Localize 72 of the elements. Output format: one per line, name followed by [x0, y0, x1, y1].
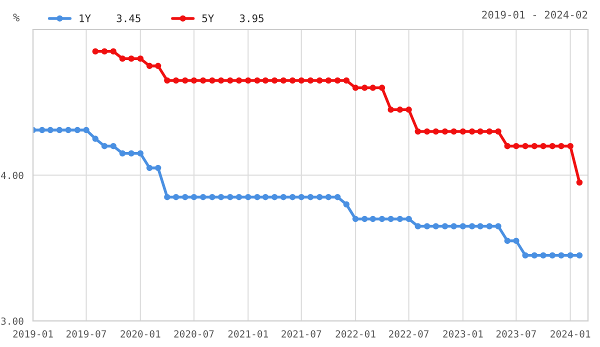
- x-tick-label: 2024-01: [550, 330, 590, 338]
- point: [513, 142, 520, 150]
- point: [236, 77, 242, 84]
- point: [442, 128, 448, 135]
- point: [495, 128, 502, 135]
- point: [254, 77, 260, 84]
- point: [396, 106, 404, 113]
- point: [128, 56, 134, 62]
- x-tick-label: 2020-01: [120, 330, 160, 338]
- point: [289, 77, 296, 84]
- point: [146, 62, 153, 70]
- point: [271, 77, 278, 84]
- point: [227, 77, 234, 84]
- point: [182, 77, 188, 84]
- point: [531, 142, 538, 150]
- point: [218, 77, 224, 84]
- point: [540, 142, 546, 150]
- y-axis-title: %: [13, 14, 20, 22]
- point: [209, 77, 216, 84]
- point: [388, 106, 394, 113]
- point: [378, 84, 386, 91]
- point: [280, 77, 287, 84]
- point: [424, 128, 430, 135]
- point: [110, 48, 116, 54]
- legend-label: 5Y 3.95: [202, 14, 264, 22]
- point: [460, 128, 466, 135]
- point: [190, 77, 198, 84]
- point: [343, 77, 350, 84]
- point: [244, 77, 252, 84]
- point: [92, 48, 99, 54]
- point: [298, 77, 305, 84]
- x-tick-label: 2023-01: [443, 330, 483, 338]
- point: [200, 77, 206, 84]
- point: [567, 142, 574, 150]
- point: [450, 128, 457, 135]
- point: [154, 62, 162, 70]
- x-tick-label: 2019-07: [66, 330, 106, 338]
- point: [352, 84, 359, 91]
- point: [172, 77, 180, 84]
- x-tick-label: 2023-07: [496, 330, 536, 338]
- point: [486, 128, 493, 135]
- point: [468, 128, 476, 135]
- point: [262, 77, 269, 84]
- point: [307, 77, 314, 84]
- point: [432, 128, 439, 135]
- point: [406, 106, 412, 113]
- point: [362, 84, 368, 91]
- x-tick-label: 2021-07: [282, 330, 322, 338]
- point: [137, 56, 144, 62]
- y-tick-label: 4.00: [1, 172, 24, 180]
- point: [414, 128, 422, 135]
- point: [504, 142, 510, 150]
- point: [477, 128, 484, 135]
- point: [164, 77, 170, 84]
- x-tick-label: 2021-01: [228, 330, 268, 338]
- legend-label: 1Y 3.45: [80, 14, 140, 22]
- point: [316, 77, 323, 84]
- x-tick-label: 2022-07: [389, 330, 429, 338]
- point: [522, 142, 528, 150]
- point: [370, 84, 376, 91]
- point: [576, 179, 583, 186]
- y-tick-label: 3.00: [1, 317, 24, 325]
- x-tick-label: 2019-01: [13, 330, 53, 338]
- point: [119, 56, 126, 62]
- point: [558, 142, 564, 150]
- x-tick-label: 2022-01: [336, 330, 376, 338]
- point: [325, 77, 332, 84]
- point: [334, 77, 341, 84]
- point: [549, 142, 556, 150]
- x-tick-label: 2020-07: [174, 330, 214, 338]
- point: [101, 48, 108, 54]
- chart-subtitle: 2019-01 - 2024-02: [482, 10, 588, 19]
